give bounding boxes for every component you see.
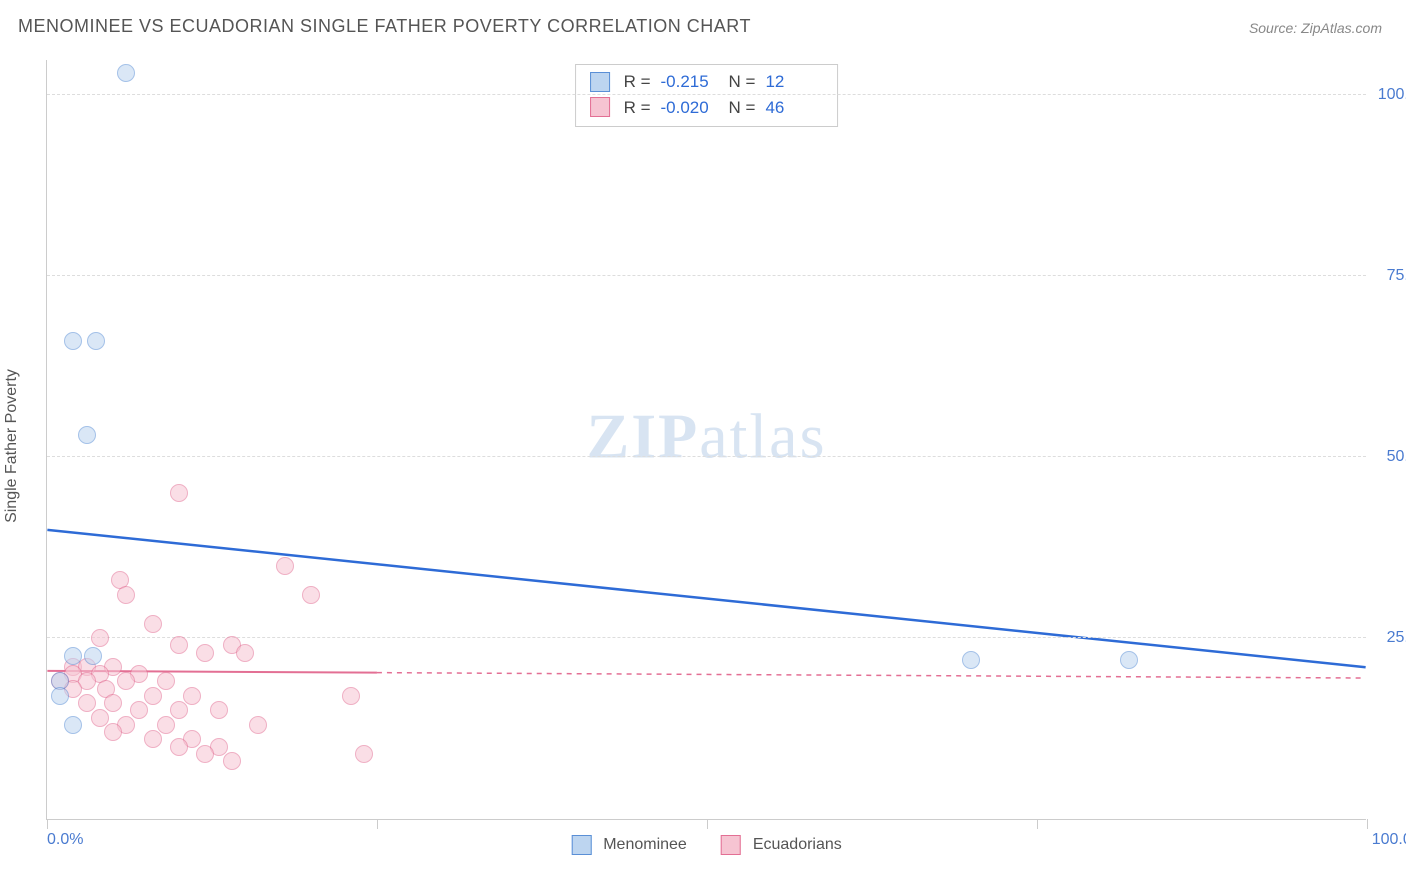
data-point-ecuadorians — [342, 687, 360, 705]
data-point-menominee — [78, 426, 96, 444]
data-point-menominee — [64, 332, 82, 350]
x-axis-start-label: 0.0% — [47, 831, 83, 849]
x-tick — [707, 819, 708, 829]
data-point-ecuadorians — [249, 716, 267, 734]
data-point-ecuadorians — [157, 716, 175, 734]
data-point-ecuadorians — [170, 636, 188, 654]
swatch-ecuadorians — [590, 97, 610, 117]
stats-row-ecuadorians: R = -0.020 N = 46 — [590, 95, 824, 121]
data-point-menominee — [962, 651, 980, 669]
data-point-ecuadorians — [91, 709, 109, 727]
data-point-ecuadorians — [117, 586, 135, 604]
legend-label-menominee: Menominee — [603, 836, 687, 854]
gridline — [47, 275, 1366, 276]
data-point-ecuadorians — [355, 745, 373, 763]
data-point-ecuadorians — [196, 644, 214, 662]
data-point-ecuadorians — [170, 701, 188, 719]
y-tick-label: 100.0% — [1378, 86, 1406, 104]
data-point-ecuadorians — [196, 745, 214, 763]
watermark-bold: ZIP — [587, 400, 700, 471]
data-point-menominee — [87, 332, 105, 350]
stats-row-menominee: R = -0.215 N = 12 — [590, 69, 824, 95]
data-point-ecuadorians — [104, 694, 122, 712]
data-point-ecuadorians — [210, 701, 228, 719]
data-point-ecuadorians — [130, 701, 148, 719]
data-point-ecuadorians — [223, 752, 241, 770]
data-point-ecuadorians — [302, 586, 320, 604]
legend-swatch-menominee — [571, 835, 591, 855]
y-tick-label: 50.0% — [1387, 448, 1406, 466]
gridline — [47, 637, 1366, 638]
data-point-ecuadorians — [157, 672, 175, 690]
x-axis-end-label: 100.0% — [1372, 831, 1406, 849]
data-point-ecuadorians — [144, 730, 162, 748]
legend-label-ecuadorians: Ecuadorians — [753, 836, 842, 854]
legend-swatch-ecuadorians — [721, 835, 741, 855]
watermark: ZIPatlas — [587, 399, 827, 473]
data-point-menominee — [64, 716, 82, 734]
source-credit: Source: ZipAtlas.com — [1249, 20, 1382, 36]
legend-item-menominee: Menominee — [571, 835, 687, 855]
data-point-ecuadorians — [144, 687, 162, 705]
data-point-ecuadorians — [117, 672, 135, 690]
data-point-menominee — [64, 647, 82, 665]
plot-area: ZIPatlas R = -0.215 N = 12 R = -0.020 N … — [46, 60, 1366, 820]
x-tick — [47, 819, 48, 829]
y-axis-title: Single Father Poverty — [3, 369, 21, 523]
trendline-dashed-ecuadorians — [377, 673, 1366, 678]
n-label: N = — [729, 69, 756, 95]
swatch-menominee — [590, 72, 610, 92]
y-tick-label: 75.0% — [1387, 267, 1406, 285]
n-value-menominee: 12 — [765, 69, 823, 95]
x-tick — [377, 819, 378, 829]
data-point-ecuadorians — [91, 629, 109, 647]
data-point-ecuadorians — [170, 484, 188, 502]
data-point-ecuadorians — [276, 557, 294, 575]
x-tick — [1037, 819, 1038, 829]
y-tick-label: 25.0% — [1387, 629, 1406, 647]
r-value-menominee: -0.215 — [661, 69, 719, 95]
x-tick — [1367, 819, 1368, 829]
data-point-ecuadorians — [144, 615, 162, 633]
source-label: Source: — [1249, 20, 1297, 36]
gridline — [47, 94, 1366, 95]
watermark-light: atlas — [699, 400, 826, 471]
data-point-menominee — [84, 647, 102, 665]
r-value-ecuadorians: -0.020 — [661, 95, 719, 121]
data-point-ecuadorians — [236, 644, 254, 662]
n-value-ecuadorians: 46 — [765, 95, 823, 121]
data-point-ecuadorians — [78, 694, 96, 712]
chart-container: MENOMINEE VS ECUADORIAN SINGLE FATHER PO… — [0, 0, 1406, 892]
data-point-ecuadorians — [183, 687, 201, 705]
chart-title: MENOMINEE VS ECUADORIAN SINGLE FATHER PO… — [18, 16, 751, 37]
data-point-ecuadorians — [170, 738, 188, 756]
legend-item-ecuadorians: Ecuadorians — [721, 835, 842, 855]
data-point-menominee — [117, 64, 135, 82]
r-label: R = — [624, 69, 651, 95]
trend-lines-layer — [47, 60, 1366, 819]
data-point-menominee — [51, 687, 69, 705]
n-label: N = — [729, 95, 756, 121]
gridline — [47, 456, 1366, 457]
data-point-menominee — [1120, 651, 1138, 669]
correlation-stats-box: R = -0.215 N = 12 R = -0.020 N = 46 — [575, 64, 839, 127]
source-value: ZipAtlas.com — [1301, 20, 1382, 36]
r-label: R = — [624, 95, 651, 121]
data-point-ecuadorians — [104, 723, 122, 741]
legend: Menominee Ecuadorians — [571, 835, 842, 855]
